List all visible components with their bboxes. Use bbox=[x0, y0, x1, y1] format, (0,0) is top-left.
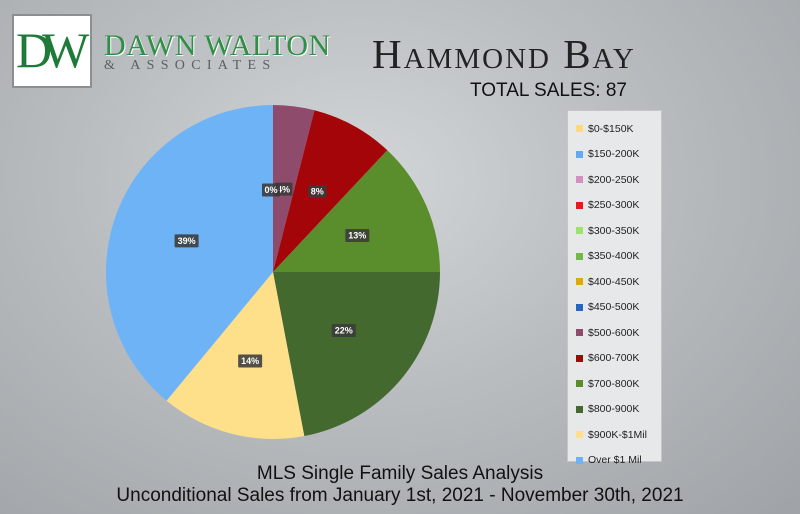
legend-item-600-700k: $600-700K bbox=[568, 346, 661, 372]
chart-legend: $0-$150K $150-200K $200-250K $250-300K $300-… bbox=[567, 110, 662, 466]
legend-label: $500-600K bbox=[588, 326, 640, 339]
pie-slice-over-1-mil bbox=[105, 105, 273, 401]
legend-label: Over $1 Mil bbox=[588, 454, 642, 467]
slice-label-900k-1mil-bg bbox=[238, 354, 263, 368]
legend-swatch bbox=[576, 329, 583, 337]
pie-slice-800-900k bbox=[273, 272, 440, 437]
brand-name: DAWN WALTON bbox=[104, 29, 331, 62]
legend-item-450-500k: $450-500K bbox=[568, 295, 661, 321]
pie-slice-900k-1mil bbox=[166, 272, 305, 439]
legend-label: $700-800K bbox=[588, 377, 640, 390]
brand-subtitle: & ASSOCIATES bbox=[104, 58, 277, 73]
legend-swatch bbox=[576, 252, 583, 260]
pie-slice-700-800k bbox=[273, 150, 440, 272]
slice-label-zero: 0% bbox=[264, 185, 277, 195]
slice-label-800-900k: 22% bbox=[335, 326, 353, 336]
pie-slice-500-600k bbox=[273, 105, 315, 272]
page-title: Hammond Bay bbox=[372, 31, 636, 77]
legend-item-over-1-mil: Over $1 Mil bbox=[568, 448, 661, 474]
legend-label: $0-$150K bbox=[588, 122, 634, 135]
legend-label: $900K-$1Mil bbox=[588, 428, 647, 441]
legend-item-250-300k: $250-300K bbox=[568, 193, 661, 219]
slice-label-500-600k: 4% bbox=[277, 184, 290, 194]
legend-label: $800-900K bbox=[588, 403, 640, 416]
legend-swatch bbox=[576, 176, 583, 184]
legend-swatch bbox=[576, 201, 583, 209]
legend-item-0-150k: $0-$150K bbox=[568, 116, 661, 142]
legend-label: $450-500K bbox=[588, 301, 640, 314]
legend-label: $600-700K bbox=[588, 352, 640, 365]
footer-title: MLS Single Family Sales Analysis bbox=[256, 463, 544, 484]
legend-swatch bbox=[576, 150, 583, 158]
slice-label-800-900k-bg bbox=[331, 324, 356, 338]
legend-item-800-900k: $800-900K bbox=[568, 397, 661, 423]
legend-swatch bbox=[576, 456, 583, 464]
legend-swatch bbox=[576, 380, 583, 388]
footer-subtitle: Unconditional Sales from January 1st, 20… bbox=[116, 485, 684, 506]
legend-swatch bbox=[576, 278, 583, 286]
legend-swatch bbox=[576, 431, 583, 439]
legend-item-900k-1mil: $900K-$1Mil bbox=[568, 422, 661, 448]
legend-swatch bbox=[576, 405, 583, 413]
slice-label-900k-1mil: 14% bbox=[241, 356, 259, 366]
slice-label-700-800k-bg bbox=[345, 229, 370, 243]
legend-item-500-600k: $500-600K bbox=[568, 320, 661, 346]
legend-item-300-350k: $300-350K bbox=[568, 218, 661, 244]
legend-swatch bbox=[576, 227, 583, 235]
legend-label: $200-250K bbox=[588, 173, 640, 186]
legend-label: $300-350K bbox=[588, 224, 640, 237]
slice-label-zero-bg bbox=[262, 183, 280, 197]
slice-label-700-800k: 13% bbox=[348, 231, 366, 241]
slice-label-over-1-mil-bg bbox=[174, 234, 199, 248]
pie-slice-600-700k bbox=[273, 110, 388, 272]
logo-monogram: DW bbox=[16, 22, 89, 78]
slice-label-600-700k-bg bbox=[308, 185, 327, 199]
slice-label-600-700k: 8% bbox=[311, 187, 324, 197]
legend-swatch bbox=[576, 303, 583, 311]
legend-label: $350-400K bbox=[588, 250, 640, 263]
legend-item-350-400k: $350-400K bbox=[568, 244, 661, 270]
logo: DW bbox=[12, 14, 92, 88]
legend-item-200-250k: $200-250K bbox=[568, 167, 661, 193]
total-sales: TOTAL SALES: 87 bbox=[470, 80, 628, 101]
legend-label: $250-300K bbox=[588, 199, 640, 212]
legend-item-400-450k: $400-450K bbox=[568, 269, 661, 295]
legend-item-150-200k: $150-200K bbox=[568, 142, 661, 168]
legend-swatch bbox=[576, 125, 583, 133]
slice-label-over-1-mil: 39% bbox=[178, 236, 196, 246]
legend-label: $400-450K bbox=[588, 275, 640, 288]
legend-item-700-800k: $700-800K bbox=[568, 371, 661, 397]
legend-label: $150-200K bbox=[588, 148, 640, 161]
legend-swatch bbox=[576, 354, 583, 362]
